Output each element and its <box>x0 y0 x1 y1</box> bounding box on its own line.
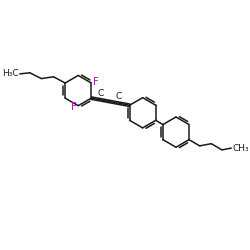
Text: CH₃: CH₃ <box>232 144 249 154</box>
Text: C: C <box>98 89 104 98</box>
Text: F: F <box>71 102 77 112</box>
Text: C: C <box>116 92 122 101</box>
Text: F: F <box>93 77 99 87</box>
Text: H₃C: H₃C <box>2 69 18 78</box>
